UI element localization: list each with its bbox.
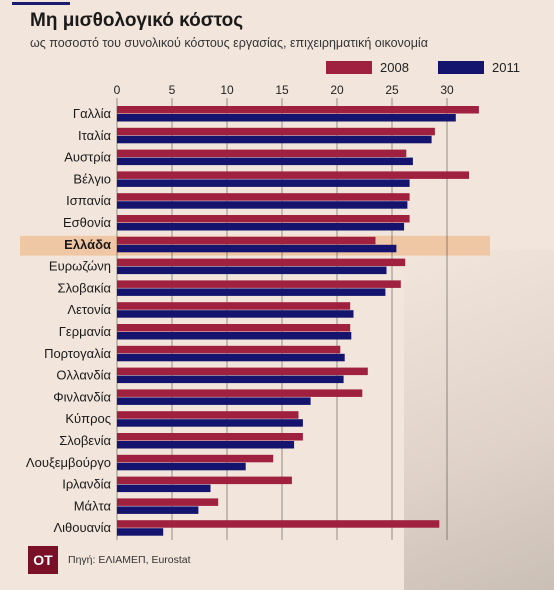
- category-label: Ιταλία: [78, 128, 111, 143]
- bar-2011: [117, 375, 344, 384]
- bar-2011: [117, 528, 164, 536]
- bar-2011: [117, 114, 456, 122]
- bar-2008: [117, 411, 299, 419]
- category-label: Λετονία: [67, 302, 111, 317]
- bar-2008: [117, 433, 303, 441]
- category-label: Κύπρος: [65, 411, 111, 426]
- x-tick-label: 25: [385, 83, 399, 97]
- bar-2008: [117, 236, 376, 245]
- bar-2008: [117, 171, 469, 179]
- x-tick-label: 10: [220, 83, 234, 97]
- legend-item-2008: 2008: [326, 60, 409, 75]
- category-label: Λιθουανία: [53, 520, 111, 535]
- footer: ΟΤ Πηγή: ΕΛΙΑΜΕΠ, Eurostat: [28, 546, 191, 574]
- bar-2011: [117, 332, 352, 340]
- bar-2011: [117, 397, 311, 405]
- publisher-logo: ΟΤ: [28, 546, 58, 574]
- bar-2011: [117, 157, 413, 166]
- bar-2008: [117, 106, 479, 114]
- bar-2008: [117, 149, 407, 158]
- legend-label-2008: 2008: [380, 60, 409, 75]
- bar-2011: [117, 310, 354, 318]
- chart-title: Μη μισθολογικό κόστος: [30, 10, 244, 31]
- bar-2008: [117, 476, 292, 485]
- category-label: Ευρωζώνη: [49, 259, 111, 274]
- category-label: Πορτογαλία: [44, 346, 111, 361]
- bar-2011: [117, 223, 405, 231]
- top-accent-line: [12, 2, 70, 5]
- bar-2008: [117, 454, 274, 463]
- category-label: Εσθονία: [63, 215, 112, 230]
- bar-2011: [117, 462, 246, 471]
- category-label: Ισπανία: [66, 193, 111, 208]
- bar-2011: [117, 484, 211, 493]
- category-label: Γερμανία: [59, 324, 112, 339]
- category-label: Λουξεμβούργο: [26, 455, 111, 470]
- bar-2008: [117, 345, 341, 354]
- bar-2011: [117, 506, 199, 514]
- bar-2008: [117, 258, 406, 267]
- bar-2011: [117, 179, 410, 187]
- legend-swatch-2008: [326, 61, 372, 74]
- bar-2008: [117, 520, 440, 528]
- bar-2008: [117, 302, 351, 310]
- bar-2011: [117, 135, 432, 144]
- category-label: Αυστρία: [64, 150, 111, 165]
- bar-2008: [117, 280, 401, 288]
- bar-2008: [117, 324, 351, 332]
- legend-item-2011: 2011: [438, 60, 520, 75]
- bar-2011: [117, 419, 303, 427]
- bar-2008: [117, 367, 368, 376]
- category-label: Μάλτα: [74, 498, 112, 513]
- source-note: Πηγή: ΕΛΙΑΜΕΠ, Eurostat: [68, 554, 191, 566]
- category-label: Βέλγιο: [73, 171, 111, 186]
- bar-2011: [117, 288, 386, 296]
- bar-2008: [117, 127, 435, 136]
- category-label: Ιρλανδία: [62, 477, 111, 492]
- bar-2011: [117, 201, 408, 209]
- category-label: Ελλάδα: [64, 237, 111, 252]
- bar-2011: [117, 266, 387, 275]
- x-tick-label: 20: [330, 83, 344, 97]
- bar-2008: [117, 389, 363, 397]
- category-label: Ολλανδία: [56, 368, 111, 383]
- category-label: Σλοβενία: [59, 433, 111, 448]
- bar-2008: [117, 498, 219, 506]
- x-tick-label: 0: [114, 83, 121, 97]
- bar-2011: [117, 441, 295, 449]
- x-tick-label: 30: [440, 83, 454, 97]
- chart-subtitle: ως ποσοστό του συνολικού κόστους εργασία…: [30, 36, 428, 50]
- background-photo: [404, 250, 554, 590]
- bar-2008: [117, 215, 410, 223]
- category-label: Γαλλία: [73, 106, 112, 121]
- legend-swatch-2011: [438, 61, 484, 74]
- legend-label-2011: 2011: [492, 60, 520, 75]
- x-tick-label: 15: [275, 83, 289, 97]
- bar-2008: [117, 193, 410, 201]
- x-tick-label: 5: [169, 83, 176, 97]
- category-label: Φινλανδία: [53, 389, 111, 404]
- bar-2011: [117, 244, 397, 253]
- category-label: Σλοβακία: [58, 280, 112, 295]
- bar-2011: [117, 353, 345, 362]
